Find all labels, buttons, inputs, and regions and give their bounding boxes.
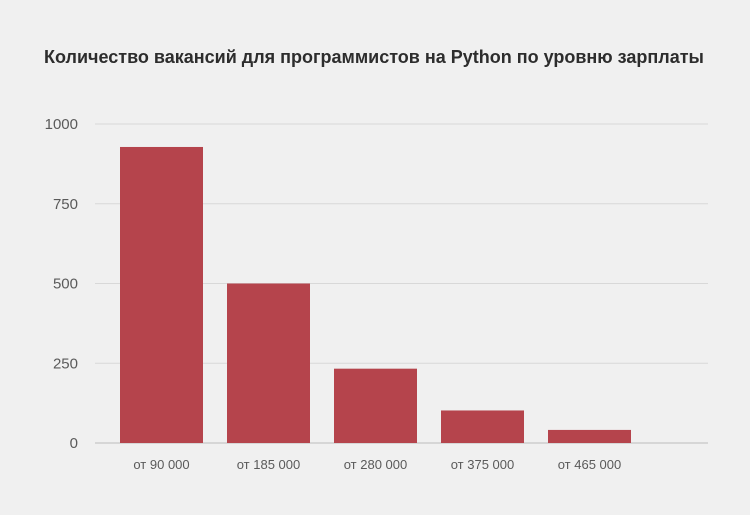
- y-tick-label: 1000: [45, 116, 78, 133]
- x-tick-label: от 375 000: [451, 457, 515, 472]
- x-tick-label: от 185 000: [237, 457, 301, 472]
- y-tick-label: 500: [53, 276, 78, 293]
- x-tick-label: от 465 000: [558, 457, 622, 472]
- bar: [548, 429, 631, 443]
- bar: [441, 410, 524, 443]
- bar: [227, 283, 310, 443]
- bar: [334, 368, 417, 443]
- bars: [120, 146, 631, 443]
- y-tick-label: 0: [70, 435, 78, 452]
- y-tick-label: 750: [53, 196, 78, 213]
- x-axis-labels: от 90 000 от 185 000 от 280 000 от 375 000 о…: [133, 457, 621, 472]
- chart-title: Количество вакансий для программистов на…: [44, 47, 704, 67]
- bar: [120, 146, 203, 443]
- y-tick-label: 250: [53, 355, 78, 372]
- x-tick-label: от 90 000: [133, 457, 189, 472]
- x-tick-label: от 280 000: [344, 457, 408, 472]
- y-axis-ticks: 0 250 500 750 1000: [45, 116, 78, 452]
